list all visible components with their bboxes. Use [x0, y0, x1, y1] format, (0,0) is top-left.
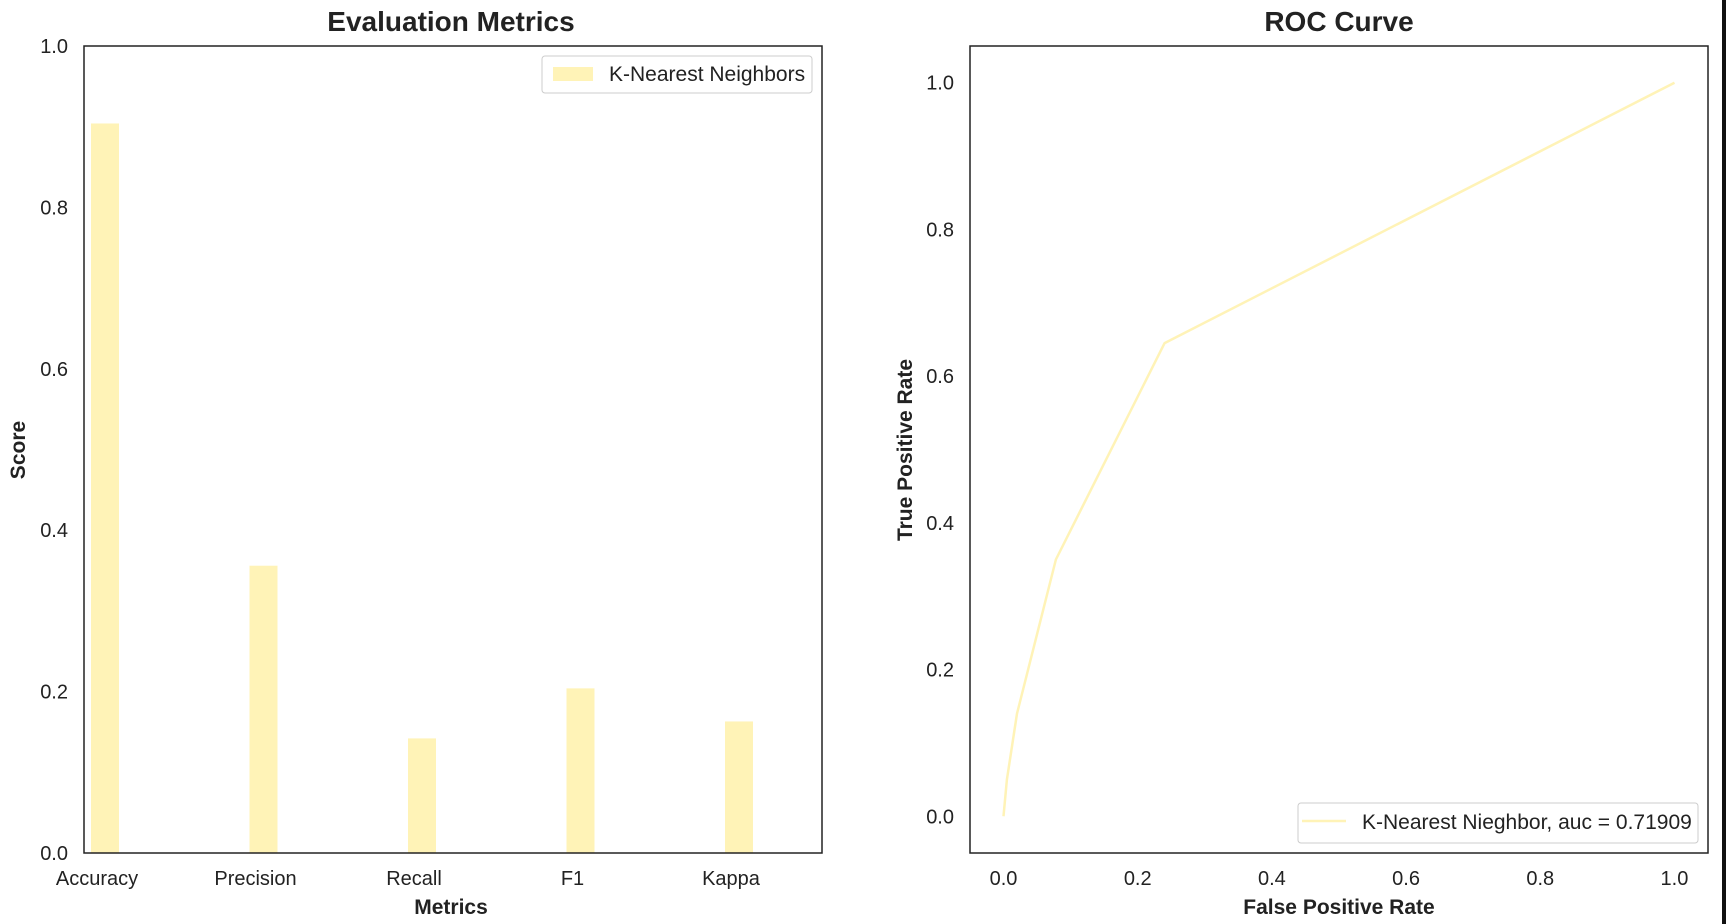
bar-x-tick-label: Recall — [386, 868, 442, 890]
roc-x-tick-label: 0.2 — [1124, 868, 1152, 890]
bar-y-tick-label: 0.8 — [40, 197, 68, 219]
roc-x-tick-label: 1.0 — [1661, 868, 1689, 890]
bar-y-ticks: 0.0 0.2 0.4 0.6 0.8 1.0 — [40, 36, 68, 865]
roc-x-axis-label: False Positive Rate — [1243, 896, 1434, 919]
bar-x-ticks: Accuracy Precision Recall F1 Kappa — [56, 868, 761, 890]
bar-y-tick-label: 0.0 — [40, 843, 68, 865]
roc-x-ticks: 0.0 0.2 0.4 0.6 0.8 1.0 — [990, 868, 1689, 890]
bar-plot-frame — [83, 45, 823, 854]
roc-y-tick-label: 0.4 — [926, 513, 954, 535]
bar-recall — [408, 738, 436, 853]
roc-y-tick-label: 0.6 — [926, 366, 954, 388]
roc-y-tick-label: 0.0 — [926, 806, 954, 828]
bar-accuracy — [91, 123, 119, 854]
window-edge-divider — [1722, 0, 1726, 924]
evaluation-metrics-chart: Evaluation Metrics 0.0 0.2 0.4 0.6 0.8 1.0 Ac… — [7, 6, 823, 919]
bar-y-tick-label: 0.6 — [40, 359, 68, 381]
roc-legend: K-Nearest Nieghbor, auc = 0.71909 — [1297, 802, 1699, 844]
roc-chart-title: ROC Curve — [1264, 6, 1413, 37]
roc-y-axis-label: True Positive Rate — [894, 359, 917, 541]
roc-x-tick-label: 0.6 — [1392, 868, 1420, 890]
bar-x-axis-label: Metrics — [414, 896, 488, 919]
roc-y-ticks: 0.0 0.2 0.4 0.6 0.8 1.0 — [926, 73, 954, 829]
roc-curve-line — [1002, 81, 1676, 817]
roc-legend-box — [1297, 802, 1699, 844]
roc-x-tick-label: 0.4 — [1258, 868, 1286, 890]
bar-kappa — [725, 721, 753, 853]
roc-y-tick-label: 1.0 — [926, 73, 954, 95]
roc-y-tick-label: 0.8 — [926, 219, 954, 241]
bar-f1 — [566, 688, 595, 853]
bar-legend-swatch — [553, 67, 593, 81]
bar-y-tick-label: 0.2 — [40, 682, 68, 704]
bar-legend: K-Nearest Neighbors — [541, 55, 813, 94]
bar-group — [91, 123, 753, 854]
bar-legend-box — [541, 55, 813, 94]
bar-x-tick-label: Precision — [214, 868, 296, 890]
roc-plot-frame — [969, 45, 1709, 854]
bar-chart-title: Evaluation Metrics — [327, 6, 574, 37]
roc-curve-chart: ROC Curve 0.00.20.40.60.81.0 0.0 0.2 0.4 0.… — [894, 6, 1709, 919]
bar-x-tick-label: Accuracy — [56, 868, 138, 890]
roc-x-tick-label: 0.0 — [990, 868, 1018, 890]
roc-x-tick-label: 0.8 — [1526, 868, 1554, 890]
bar-y-axis-label: Score — [7, 421, 30, 479]
bar-x-tick-label: Kappa — [702, 868, 761, 890]
roc-legend-label: K-Nearest Nieghbor, auc = 0.71909 — [1362, 811, 1692, 834]
bar-y-tick-label: 1.0 — [40, 36, 68, 58]
bar-precision — [249, 565, 278, 853]
bar-x-tick-label: F1 — [561, 868, 584, 890]
bar-legend-label: K-Nearest Neighbors — [609, 63, 805, 86]
roc-y-tick-label: 0.2 — [926, 660, 954, 682]
bar-y-tick-label: 0.4 — [40, 520, 68, 542]
